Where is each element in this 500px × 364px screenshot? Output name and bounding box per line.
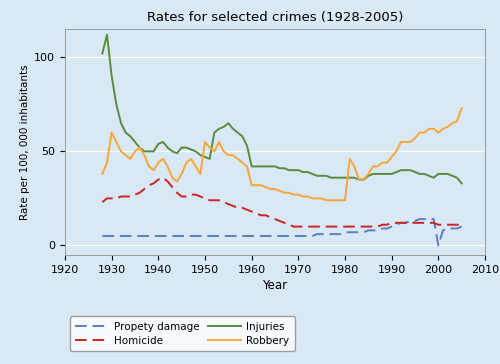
Injuries <box>164 146 170 150</box>
Robbery <box>324 198 330 202</box>
Propety damage <box>458 224 464 229</box>
Injuries <box>100 51 105 56</box>
X-axis label: Year: Year <box>262 279 287 292</box>
Title: Rates for selected crimes (1928-2005): Rates for selected crimes (1928-2005) <box>147 11 403 24</box>
Propety damage <box>416 217 422 221</box>
Robbery <box>216 140 222 144</box>
Robbery <box>458 106 464 110</box>
Injuries <box>128 134 134 139</box>
Injuries <box>286 168 292 173</box>
Legend: Propety damage, Homicide, Injuries, Robbery: Propety damage, Homicide, Injuries, Robb… <box>70 316 295 351</box>
Propety damage <box>254 234 260 238</box>
Line: Homicide: Homicide <box>102 178 462 226</box>
Homicide <box>122 194 128 199</box>
Propety damage <box>100 234 105 238</box>
Injuries <box>104 32 110 37</box>
Line: Robbery: Robbery <box>102 108 462 200</box>
Robbery <box>360 177 366 182</box>
Homicide <box>286 222 292 227</box>
Homicide <box>220 200 226 204</box>
Robbery <box>100 172 105 176</box>
Injuries <box>458 181 464 186</box>
Line: Injuries: Injuries <box>102 35 462 183</box>
Propety damage <box>436 243 442 248</box>
Propety damage <box>216 234 222 238</box>
Propety damage <box>122 234 128 238</box>
Injuries <box>258 164 264 169</box>
Robbery <box>282 191 288 195</box>
Homicide <box>100 200 105 204</box>
Y-axis label: Rate per 100, 000 inhabitants: Rate per 100, 000 inhabitants <box>20 64 30 220</box>
Robbery <box>254 183 260 187</box>
Homicide <box>458 222 464 227</box>
Propety damage <box>356 230 362 234</box>
Robbery <box>122 153 128 157</box>
Homicide <box>366 224 372 229</box>
Injuries <box>360 177 366 182</box>
Propety damage <box>282 234 288 238</box>
Homicide <box>290 224 296 229</box>
Homicide <box>258 213 264 218</box>
Line: Propety damage: Propety damage <box>102 219 462 245</box>
Homicide <box>164 179 170 183</box>
Homicide <box>160 175 166 180</box>
Robbery <box>160 157 166 161</box>
Propety damage <box>160 234 166 238</box>
Injuries <box>220 125 226 129</box>
